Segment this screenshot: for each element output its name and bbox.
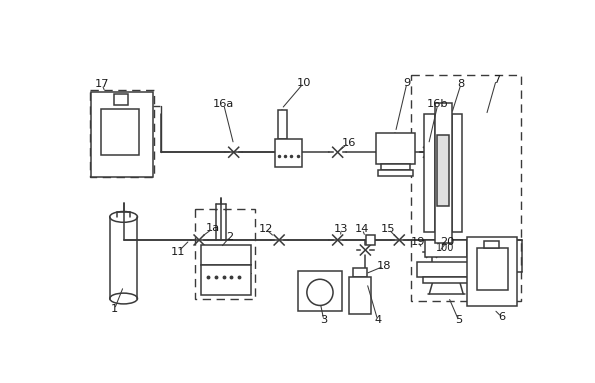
Bar	[298, 271, 342, 311]
Text: 9: 9	[403, 78, 411, 88]
Bar	[477, 248, 508, 290]
Bar	[366, 236, 375, 245]
Bar	[195, 209, 255, 298]
Bar	[278, 110, 287, 139]
Bar	[484, 241, 499, 249]
Text: 19: 19	[411, 237, 425, 247]
Text: 8: 8	[457, 79, 465, 90]
Bar	[467, 237, 517, 306]
Bar	[411, 75, 521, 301]
Text: 17: 17	[95, 79, 109, 90]
Bar	[425, 240, 467, 257]
Text: 15: 15	[381, 224, 396, 234]
Text: 100: 100	[436, 244, 455, 254]
Text: 16a: 16a	[213, 100, 234, 110]
Text: 2: 2	[226, 232, 233, 242]
Bar	[114, 95, 128, 105]
Bar	[101, 109, 139, 155]
Ellipse shape	[109, 211, 137, 222]
Text: 3: 3	[320, 315, 327, 325]
Bar	[381, 164, 410, 170]
Text: 16b: 16b	[427, 100, 449, 110]
Bar	[349, 277, 371, 314]
Bar	[435, 103, 452, 243]
Bar	[91, 92, 153, 177]
Bar	[353, 268, 367, 277]
Text: 7: 7	[493, 75, 500, 85]
Text: 16: 16	[342, 138, 356, 148]
Text: 10: 10	[296, 78, 311, 88]
Text: 1a: 1a	[206, 223, 220, 234]
Text: 6: 6	[498, 312, 505, 322]
Ellipse shape	[109, 293, 137, 304]
Bar	[452, 115, 462, 232]
Text: 14: 14	[355, 224, 369, 234]
Bar	[417, 262, 475, 277]
Text: 18: 18	[377, 261, 391, 271]
Bar	[423, 277, 468, 283]
Text: 1: 1	[111, 304, 118, 314]
Ellipse shape	[307, 279, 333, 306]
Bar	[437, 135, 449, 206]
Bar	[378, 170, 413, 176]
Text: 13: 13	[333, 224, 348, 234]
Bar	[201, 265, 250, 295]
Text: 4: 4	[374, 315, 381, 325]
Text: 5: 5	[455, 315, 462, 325]
Bar	[90, 90, 154, 177]
Bar	[274, 139, 302, 167]
Text: 11: 11	[171, 247, 186, 257]
Bar	[201, 245, 250, 265]
Bar	[424, 115, 435, 232]
Text: 12: 12	[259, 224, 273, 234]
Bar	[376, 133, 415, 164]
Text: 20: 20	[440, 237, 454, 247]
